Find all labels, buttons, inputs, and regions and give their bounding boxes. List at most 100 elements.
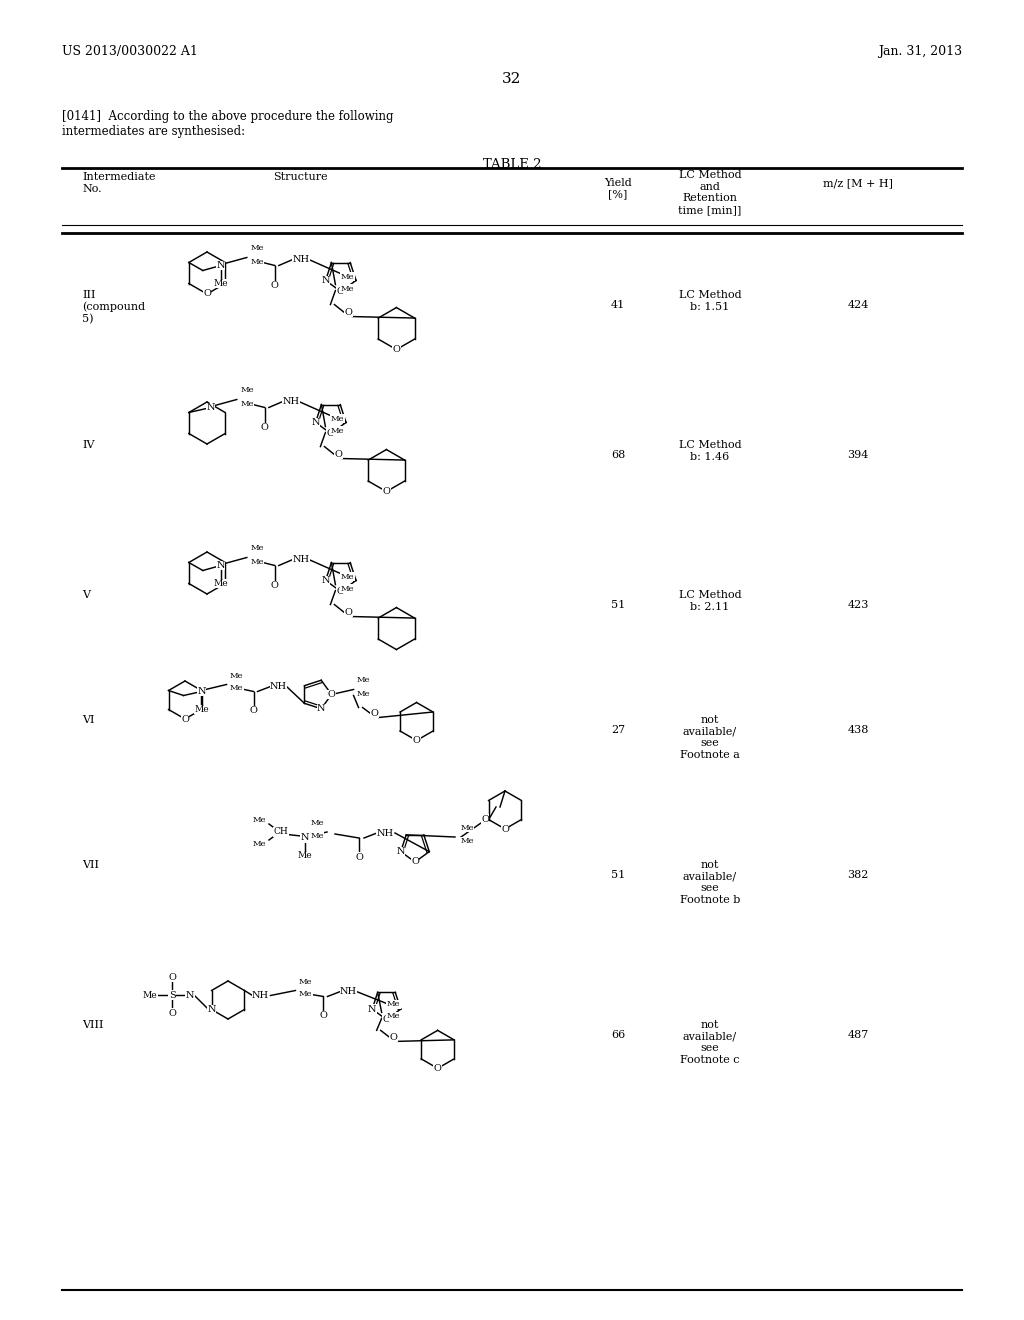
Text: Yield
[%]: Yield [%] xyxy=(604,178,632,199)
Text: O: O xyxy=(250,706,257,715)
Text: O: O xyxy=(355,853,362,862)
Text: NH: NH xyxy=(283,397,299,407)
Text: Jan. 31, 2013: Jan. 31, 2013 xyxy=(878,45,962,58)
Text: Me: Me xyxy=(331,414,344,422)
Text: Intermediate
No.: Intermediate No. xyxy=(82,172,156,194)
Text: III
(compound
5): III (compound 5) xyxy=(82,290,145,325)
Text: N: N xyxy=(207,1005,216,1014)
Text: Me: Me xyxy=(460,824,474,832)
Text: N: N xyxy=(396,847,404,857)
Text: O: O xyxy=(261,422,268,432)
Text: S: S xyxy=(169,990,175,999)
Text: NH: NH xyxy=(340,987,357,997)
Text: N: N xyxy=(322,576,330,585)
Text: O: O xyxy=(271,581,279,590)
Text: N: N xyxy=(317,705,326,713)
Text: TABLE 2: TABLE 2 xyxy=(482,158,542,172)
Text: 438: 438 xyxy=(847,725,868,735)
Text: O: O xyxy=(434,1064,441,1073)
Text: Me: Me xyxy=(250,544,263,553)
Text: not
available/
see
Footnote c: not available/ see Footnote c xyxy=(680,1020,739,1065)
Text: O: O xyxy=(337,587,345,597)
Text: O: O xyxy=(335,450,342,459)
Text: m/z [M + H]: m/z [M + H] xyxy=(823,178,893,187)
Text: Me: Me xyxy=(331,426,344,434)
Text: O: O xyxy=(168,1008,176,1018)
Text: US 2013/0030022 A1: US 2013/0030022 A1 xyxy=(62,45,198,58)
Text: NH: NH xyxy=(292,255,309,264)
Text: Me: Me xyxy=(240,400,254,408)
Text: N: N xyxy=(368,1005,377,1014)
Text: N: N xyxy=(322,276,330,285)
Text: LC Method
and
Retention
time [min]]: LC Method and Retention time [min]] xyxy=(678,170,741,215)
Text: Me: Me xyxy=(341,272,354,281)
Text: Me: Me xyxy=(195,705,209,714)
Text: O: O xyxy=(271,281,279,290)
Text: LC Method
b: 1.46: LC Method b: 1.46 xyxy=(679,440,741,462)
Text: not
available/
see
Footnote b: not available/ see Footnote b xyxy=(680,861,740,904)
Text: O: O xyxy=(383,1015,390,1024)
Text: N: N xyxy=(207,403,215,412)
Text: Me: Me xyxy=(229,672,244,680)
Text: O: O xyxy=(413,737,421,744)
Text: Me: Me xyxy=(387,1012,400,1020)
Text: N: N xyxy=(185,990,195,999)
Text: Me: Me xyxy=(299,990,312,998)
Text: N: N xyxy=(198,686,206,696)
Text: VIII: VIII xyxy=(82,1020,103,1030)
Text: 32: 32 xyxy=(503,73,521,86)
Text: O: O xyxy=(344,308,352,317)
Text: NH: NH xyxy=(377,829,393,837)
Text: O: O xyxy=(501,825,509,833)
Text: 423: 423 xyxy=(847,601,868,610)
Text: 487: 487 xyxy=(848,1030,868,1040)
Text: Me: Me xyxy=(250,257,263,265)
Text: O: O xyxy=(319,1011,328,1020)
Text: [0141]  According to the above procedure the following: [0141] According to the above procedure … xyxy=(62,110,393,123)
Text: O: O xyxy=(481,814,488,824)
Text: Me: Me xyxy=(341,585,354,593)
Text: Me: Me xyxy=(229,685,244,693)
Text: Me: Me xyxy=(250,244,263,252)
Text: VII: VII xyxy=(82,861,99,870)
Text: O: O xyxy=(181,714,189,723)
Text: LC Method
b: 2.11: LC Method b: 2.11 xyxy=(679,590,741,611)
Text: V: V xyxy=(82,590,90,601)
Text: N: N xyxy=(216,561,225,570)
Text: 394: 394 xyxy=(847,450,868,459)
Text: 51: 51 xyxy=(611,870,625,880)
Text: Me: Me xyxy=(252,840,266,847)
Text: Me: Me xyxy=(213,279,228,288)
Text: 27: 27 xyxy=(611,725,625,735)
Text: VI: VI xyxy=(82,715,94,725)
Text: LC Method
b: 1.51: LC Method b: 1.51 xyxy=(679,290,741,312)
Text: O: O xyxy=(344,609,352,616)
Text: O: O xyxy=(392,345,400,354)
Text: Me: Me xyxy=(310,832,324,840)
Text: Me: Me xyxy=(250,557,263,565)
Text: O: O xyxy=(411,858,419,866)
Text: Me: Me xyxy=(298,851,312,861)
Text: not
available/
see
Footnote a: not available/ see Footnote a xyxy=(680,715,740,760)
Text: Me: Me xyxy=(387,1001,400,1008)
Text: Me: Me xyxy=(341,573,354,581)
Text: Me: Me xyxy=(356,676,371,685)
Text: intermediates are synthesised:: intermediates are synthesised: xyxy=(62,125,245,139)
Text: 51: 51 xyxy=(611,601,625,610)
Text: NH: NH xyxy=(292,554,309,564)
Text: 382: 382 xyxy=(847,870,868,880)
Text: O: O xyxy=(390,1032,397,1041)
Text: Me: Me xyxy=(240,387,254,395)
Text: Me: Me xyxy=(356,689,371,697)
Text: 66: 66 xyxy=(611,1030,625,1040)
Text: Me: Me xyxy=(460,837,474,845)
Text: 424: 424 xyxy=(847,300,868,310)
Text: O: O xyxy=(203,289,211,298)
Text: CH: CH xyxy=(273,828,289,837)
Text: IV: IV xyxy=(82,440,94,450)
Text: O: O xyxy=(328,690,336,700)
Text: NH: NH xyxy=(252,991,269,1001)
Text: O: O xyxy=(383,487,390,496)
Text: Me: Me xyxy=(341,285,354,293)
Text: Me: Me xyxy=(299,978,312,986)
